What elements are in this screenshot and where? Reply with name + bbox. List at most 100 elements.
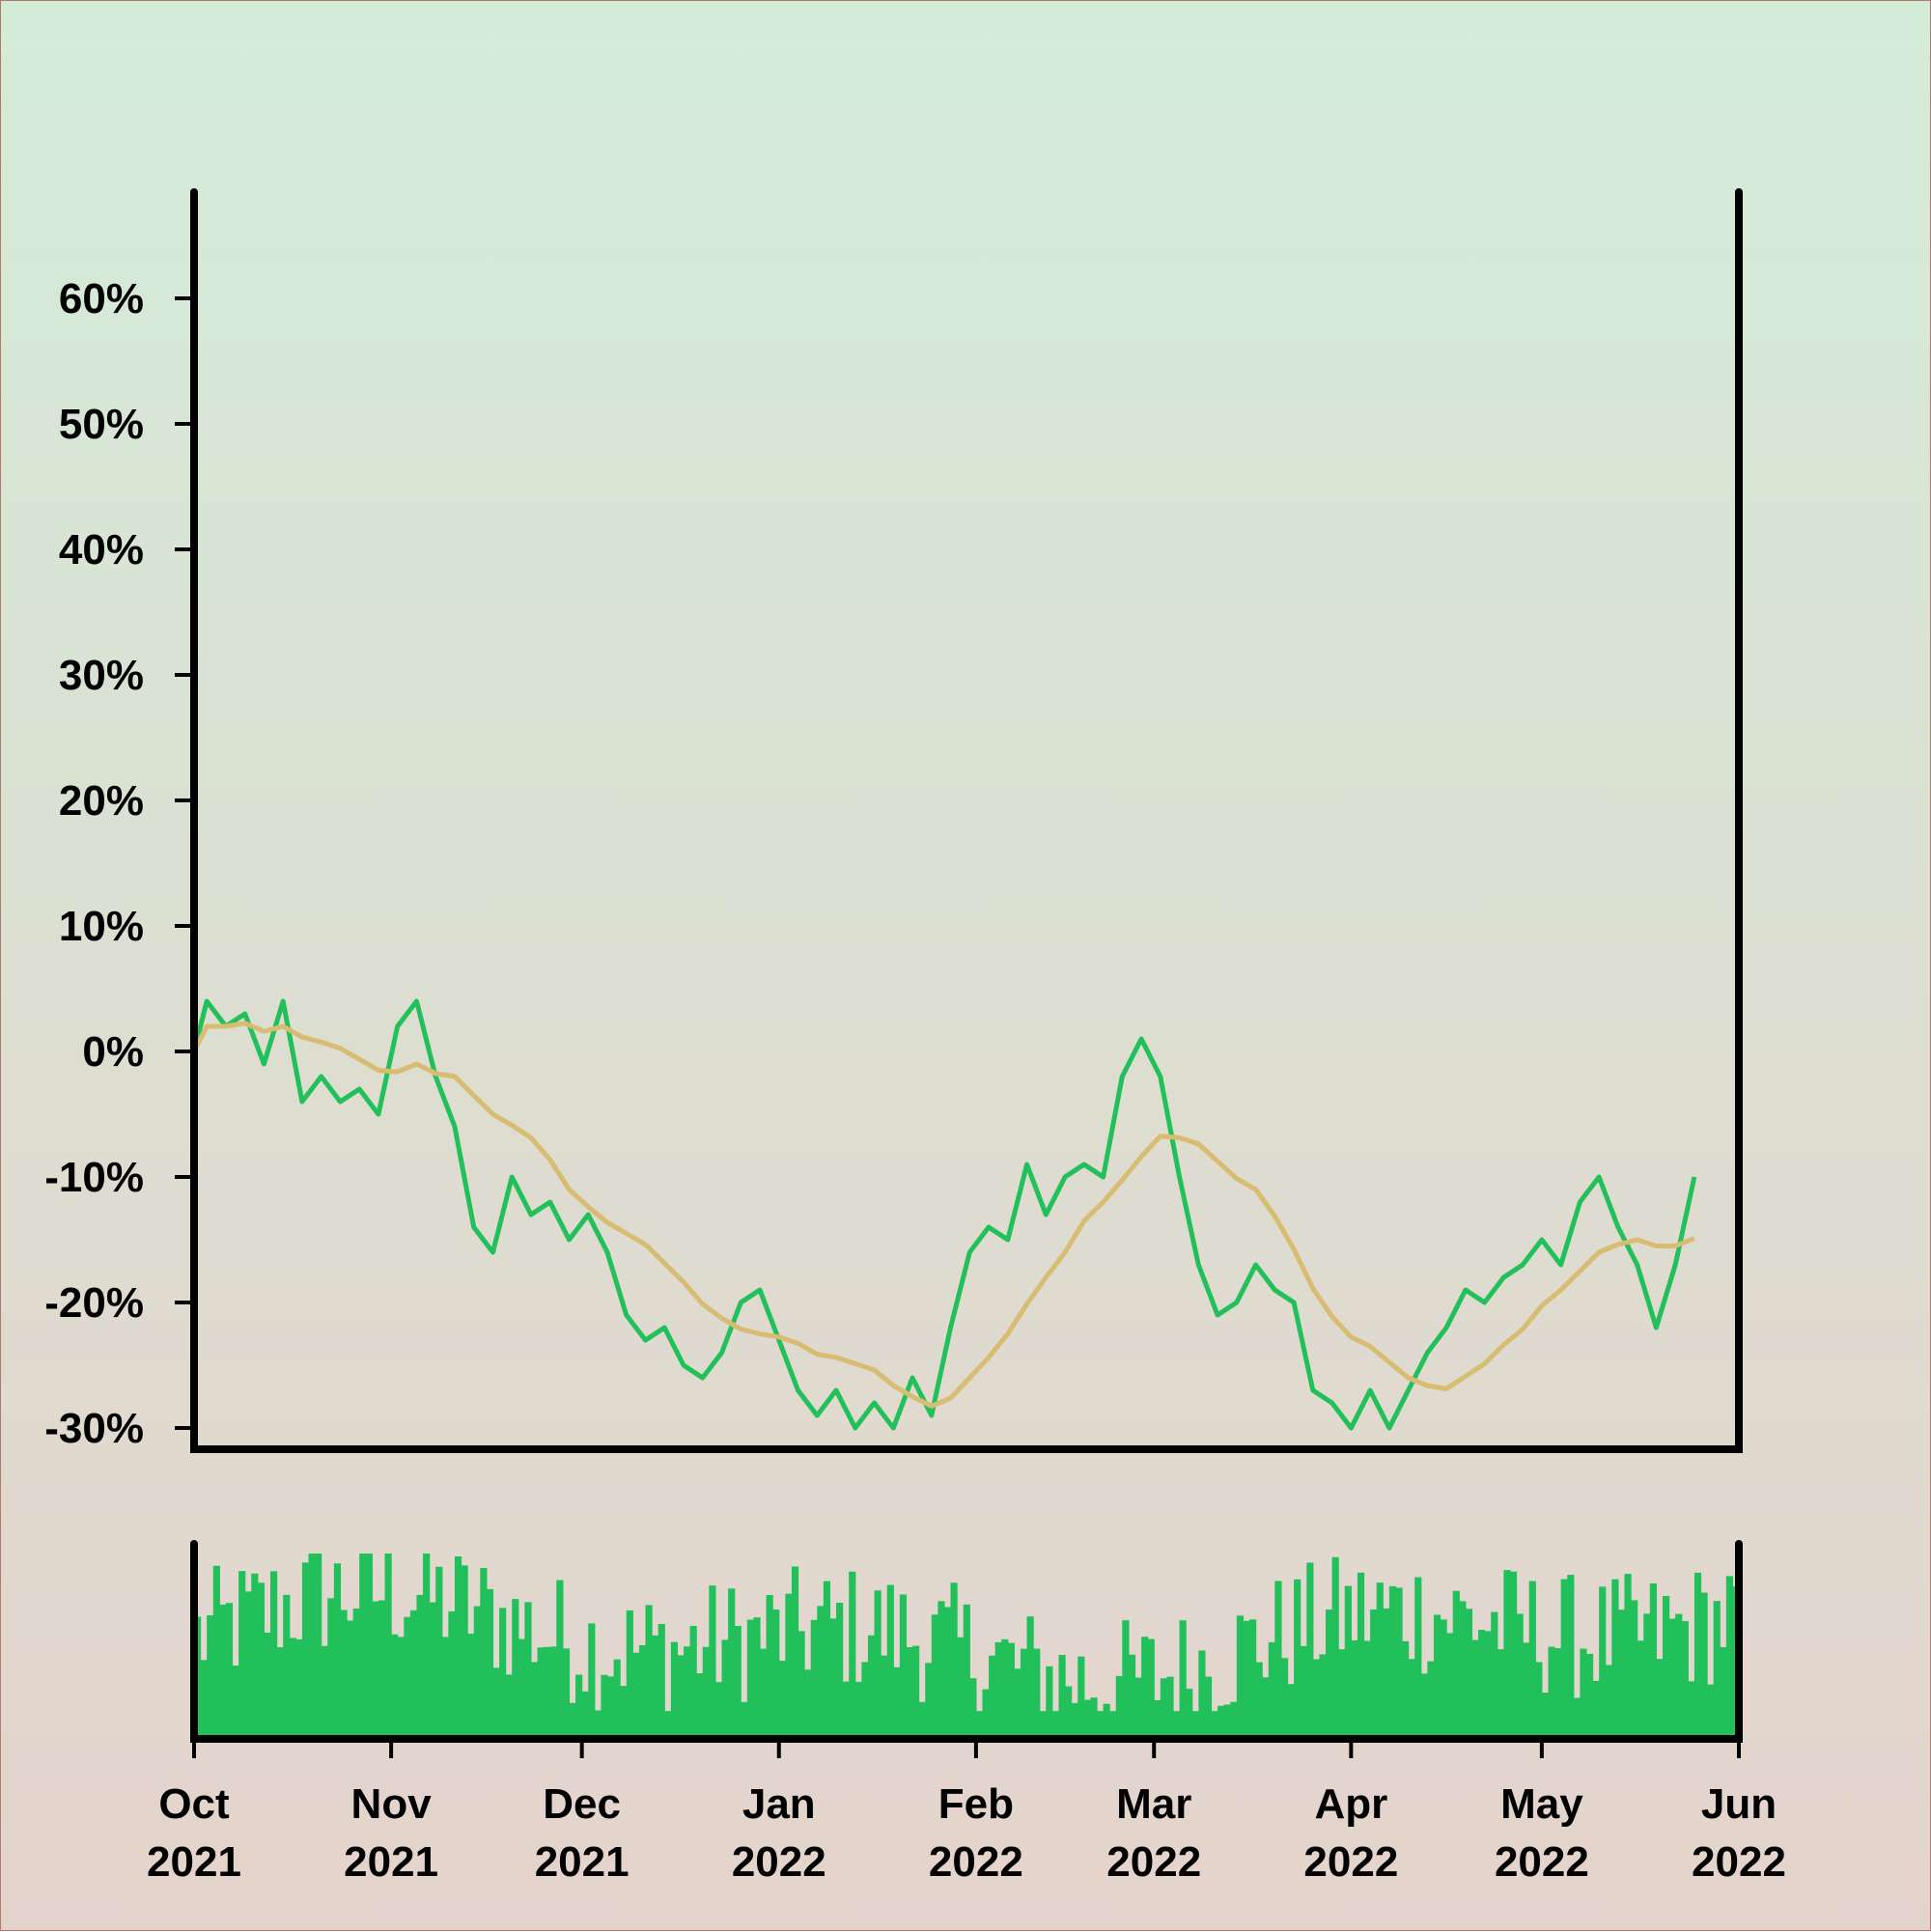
volume-bar (1471, 1639, 1479, 1739)
x-tick-label-month: Oct (158, 1780, 230, 1828)
volume-bar (1388, 1585, 1397, 1739)
volume-bar (810, 1619, 818, 1739)
volume-bar (1656, 1659, 1664, 1739)
volume-bar (893, 1666, 901, 1739)
volume-bar (512, 1599, 519, 1739)
volume-bar (684, 1646, 691, 1739)
volume-bar (1414, 1577, 1422, 1739)
volume-bar (1516, 1613, 1524, 1739)
volume-bar (778, 1661, 786, 1739)
volume-bar (1440, 1619, 1447, 1739)
volume-bar (1383, 1608, 1390, 1739)
volume-bar (1491, 1611, 1498, 1739)
volume-bar (861, 1662, 869, 1739)
volume-bar (881, 1655, 888, 1739)
volume-bar (1160, 1678, 1167, 1739)
volume-bar (308, 1554, 316, 1739)
volume-bar (397, 1637, 405, 1739)
volume-bar (677, 1655, 685, 1739)
volume-bar (1051, 1711, 1060, 1739)
volume-bar (1071, 1702, 1078, 1739)
volume-bar (1179, 1620, 1187, 1739)
volume-bar (1720, 1646, 1727, 1739)
y-tick-label: 0% (82, 1028, 144, 1076)
volume-bar (1172, 1711, 1181, 1739)
volume-bar (295, 1638, 303, 1739)
volume-bar (391, 1634, 399, 1739)
volume-bar (1446, 1633, 1454, 1739)
volume-bar (524, 1602, 532, 1739)
volume-bar (1560, 1579, 1568, 1739)
volume-bar (638, 1644, 647, 1739)
volume-bar (620, 1686, 628, 1739)
volume-bar (912, 1645, 920, 1739)
volume-bar (365, 1554, 373, 1739)
volume-bar (886, 1584, 894, 1739)
volume-bar (283, 1594, 291, 1739)
volume-bar (1236, 1615, 1245, 1739)
volume-bar (1649, 1583, 1657, 1739)
volume-bar (994, 1641, 1002, 1739)
volume-bar (461, 1565, 468, 1739)
volume-bar (1688, 1681, 1695, 1739)
volume-bar (429, 1602, 436, 1739)
y-tick-label: 10% (59, 903, 144, 950)
volume-bar (601, 1674, 608, 1739)
volume-bar (1681, 1621, 1689, 1739)
volume-bar (1198, 1650, 1206, 1739)
volume-bar (594, 1710, 602, 1739)
volume-bar (734, 1625, 742, 1739)
volume-bar (1408, 1659, 1415, 1739)
volume-bar (1420, 1673, 1428, 1739)
volume-bar (1280, 1658, 1289, 1739)
volume-bar (473, 1606, 481, 1739)
volume-bar (1109, 1711, 1117, 1739)
volume-bar (1033, 1648, 1041, 1739)
volume-bar (918, 1701, 926, 1739)
volume-bar (1312, 1659, 1321, 1739)
volume-bar (1262, 1677, 1270, 1739)
volume-bar (1065, 1686, 1073, 1739)
volume-bar (766, 1594, 773, 1739)
volume-bar (1523, 1642, 1530, 1739)
volume-bar (1147, 1638, 1155, 1739)
volume-bar (804, 1669, 812, 1739)
volume-bar (1128, 1654, 1136, 1739)
volume-bar (409, 1610, 418, 1739)
volume-bar (1122, 1620, 1130, 1739)
moving-average-line (194, 1021, 1695, 1409)
volume-bar (1637, 1640, 1644, 1739)
volume-bar (1452, 1590, 1460, 1739)
y-tick-label: -10% (44, 1154, 144, 1201)
volume-bar (219, 1604, 227, 1739)
volume-bar (1433, 1614, 1441, 1739)
volume-bar (1509, 1571, 1518, 1739)
volume-bar (938, 1601, 945, 1739)
volume-bar (1535, 1662, 1543, 1739)
volume-bar (696, 1673, 704, 1739)
volume-bar (867, 1635, 876, 1739)
volume-bar (969, 1678, 977, 1739)
volume-bar (702, 1646, 710, 1739)
volume-bar (441, 1637, 449, 1739)
volume-bar (664, 1711, 672, 1739)
y-tick-label: -20% (44, 1279, 144, 1327)
volume-bar (1693, 1572, 1702, 1739)
volume-bar (906, 1647, 913, 1739)
volume-bar (1217, 1705, 1225, 1739)
x-tick-label-year: 2021 (147, 1838, 241, 1886)
volume-bar (1484, 1631, 1492, 1739)
volume-bar (544, 1646, 551, 1739)
volume-bar (404, 1616, 411, 1739)
volume-bar (772, 1609, 780, 1739)
volume-bar (1617, 1610, 1626, 1739)
volume-bar (1376, 1582, 1384, 1739)
volume-bar (257, 1582, 266, 1739)
volume-bar (569, 1702, 576, 1739)
volume-bar (925, 1663, 933, 1739)
volume-bar (741, 1701, 748, 1739)
volume-bar (975, 1711, 984, 1739)
volume-bar (289, 1638, 296, 1739)
volume-bar (1096, 1711, 1105, 1739)
y-tick-label: -30% (44, 1405, 144, 1452)
